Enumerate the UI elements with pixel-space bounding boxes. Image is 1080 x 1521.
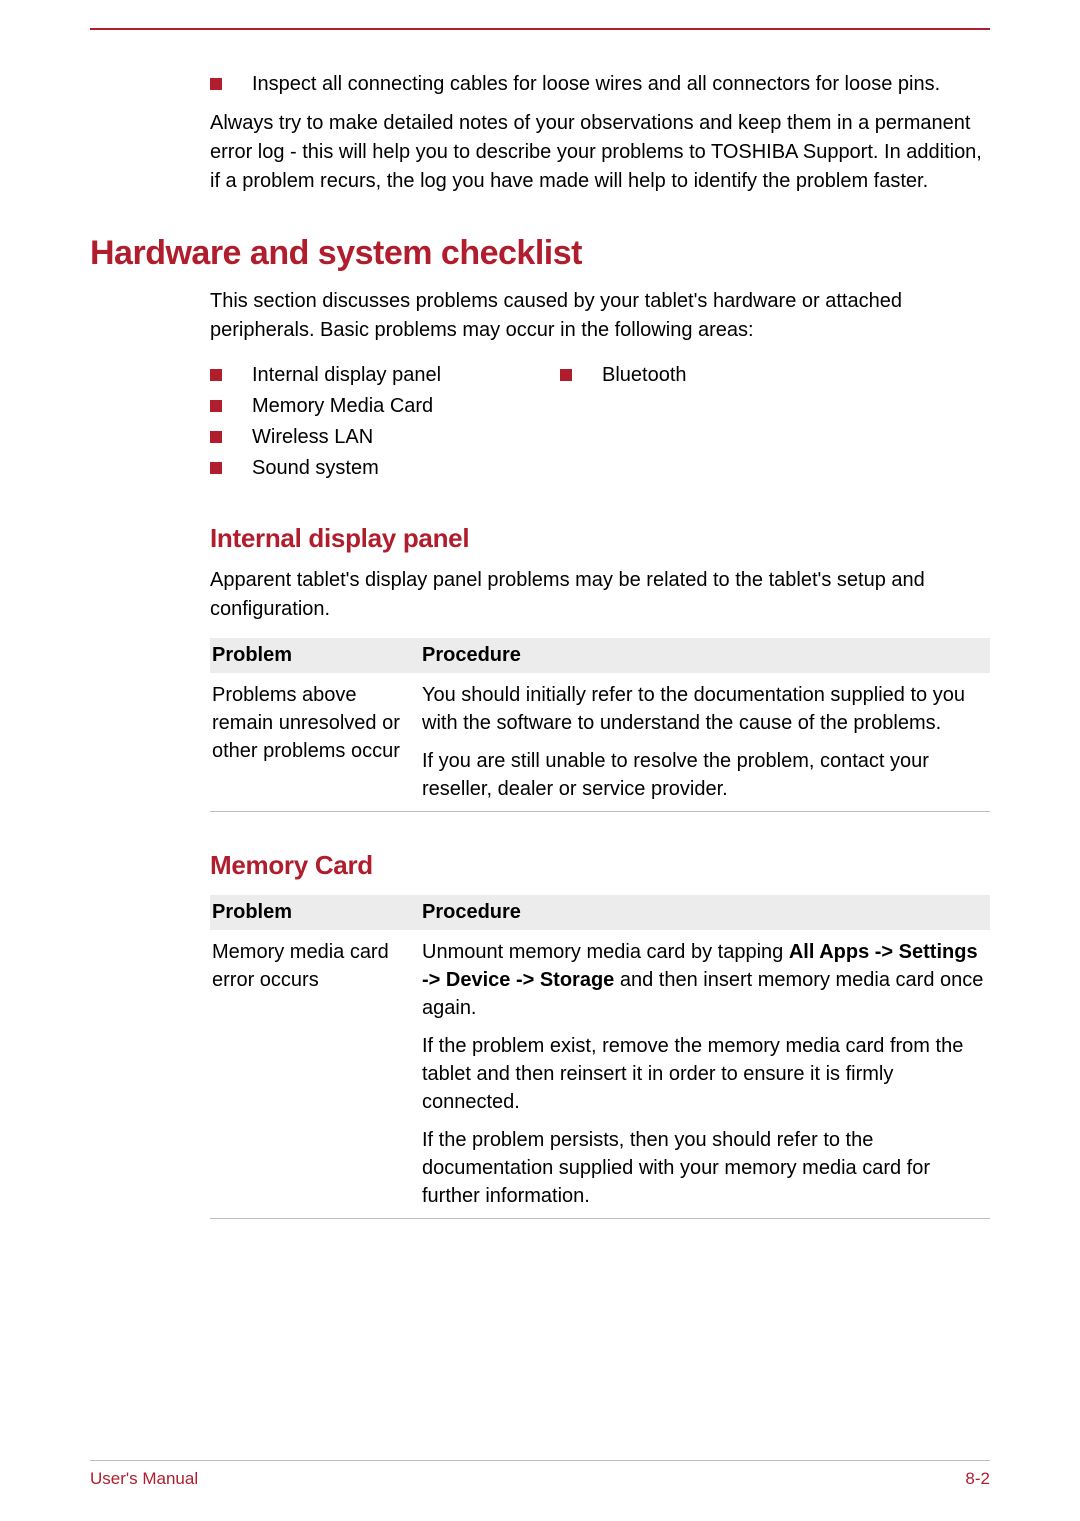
page-container: Inspect all connecting cables for loose … (0, 0, 1080, 1219)
table-header-problem: Problem (210, 895, 420, 930)
table-header-procedure: Procedure (420, 638, 990, 673)
procedure-text: Unmount memory media card by tapping All… (422, 938, 986, 1022)
internal-display-intro: Apparent tablet's display panel problems… (210, 566, 990, 624)
table-cell-problem: Problems above remain unresolved or othe… (210, 673, 420, 812)
area-item: Sound system (210, 454, 560, 483)
area-item: Internal display panel (210, 361, 560, 390)
intro-block: Inspect all connecting cables for loose … (210, 70, 990, 196)
table-header-procedure: Procedure (420, 895, 990, 930)
internal-display-table: Problem Procedure Problems above remain … (210, 638, 990, 812)
table-header-problem: Problem (210, 638, 420, 673)
procedure-text: If the problem exist, remove the memory … (422, 1032, 986, 1116)
hardware-checklist-intro: This section discusses problems caused b… (210, 287, 990, 345)
footer-right: 8-2 (965, 1469, 990, 1489)
hardware-checklist-block: This section discusses problems caused b… (210, 287, 990, 485)
area-item: Wireless LAN (210, 423, 560, 452)
internal-display-block: Apparent tablet's display panel problems… (210, 566, 990, 812)
intro-bullet-list: Inspect all connecting cables for loose … (210, 70, 990, 99)
top-rule (90, 28, 990, 30)
memory-card-table: Problem Procedure Memory media card erro… (210, 895, 990, 1219)
area-item: Memory Media Card (210, 392, 560, 421)
procedure-text: If you are still unable to resolve the p… (422, 747, 986, 803)
areas-column-a: Internal display panel Memory Media Card… (210, 361, 560, 485)
hardware-checklist-title: Hardware and system checklist (90, 234, 990, 273)
intro-paragraph: Always try to make detailed notes of you… (210, 109, 990, 196)
procedure-text: If the problem persists, then you should… (422, 1126, 986, 1210)
internal-display-title: Internal display panel (210, 523, 990, 554)
table-cell-procedure: Unmount memory media card by tapping All… (420, 930, 990, 1219)
areas-two-column-list: Internal display panel Memory Media Card… (210, 361, 990, 485)
table-row: Problems above remain unresolved or othe… (210, 673, 990, 812)
table-cell-procedure: You should initially refer to the docume… (420, 673, 990, 812)
table-cell-problem: Memory media card error occurs (210, 930, 420, 1219)
intro-bullet-item: Inspect all connecting cables for loose … (210, 70, 990, 99)
footer-left: User's Manual (90, 1469, 198, 1489)
procedure-text: You should initially refer to the docume… (422, 681, 986, 737)
area-item: Bluetooth (560, 361, 990, 390)
memory-card-title: Memory Card (210, 850, 990, 881)
table-header-row: Problem Procedure (210, 895, 990, 930)
memory-card-block: Problem Procedure Memory media card erro… (210, 895, 990, 1219)
table-row: Memory media card error occurs Unmount m… (210, 930, 990, 1219)
page-footer: User's Manual 8-2 (90, 1460, 990, 1489)
areas-column-b: Bluetooth (560, 361, 990, 485)
table-header-row: Problem Procedure (210, 638, 990, 673)
